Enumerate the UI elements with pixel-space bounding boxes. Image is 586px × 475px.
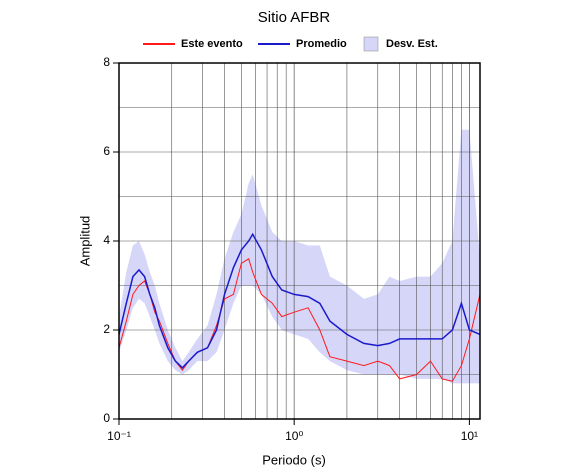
- y-tick-label: 6: [103, 144, 110, 158]
- x-tick-label: 10⁻¹: [107, 429, 131, 443]
- legend-label: Este evento: [181, 38, 243, 50]
- legend-label: Promedio: [296, 38, 347, 50]
- legend-label: Desv. Est.: [386, 38, 438, 50]
- std-band: [119, 129, 480, 384]
- x-axis-label: Periodo (s): [262, 452, 326, 467]
- x-tick-label: 10¹: [461, 429, 478, 443]
- y-tick-label: 4: [103, 233, 110, 247]
- chart-title: Sitio AFBR: [258, 9, 331, 26]
- y-tick-label: 0: [103, 411, 110, 425]
- plot-frame: [118, 62, 481, 420]
- y-tick-label: 2: [103, 322, 110, 336]
- legend-swatch: [363, 36, 379, 52]
- y-axis-label: Amplitud: [77, 216, 92, 267]
- x-tick-label: 10⁰: [285, 429, 303, 443]
- series-line: [118, 232, 481, 369]
- y-tick-label: 8: [103, 55, 110, 69]
